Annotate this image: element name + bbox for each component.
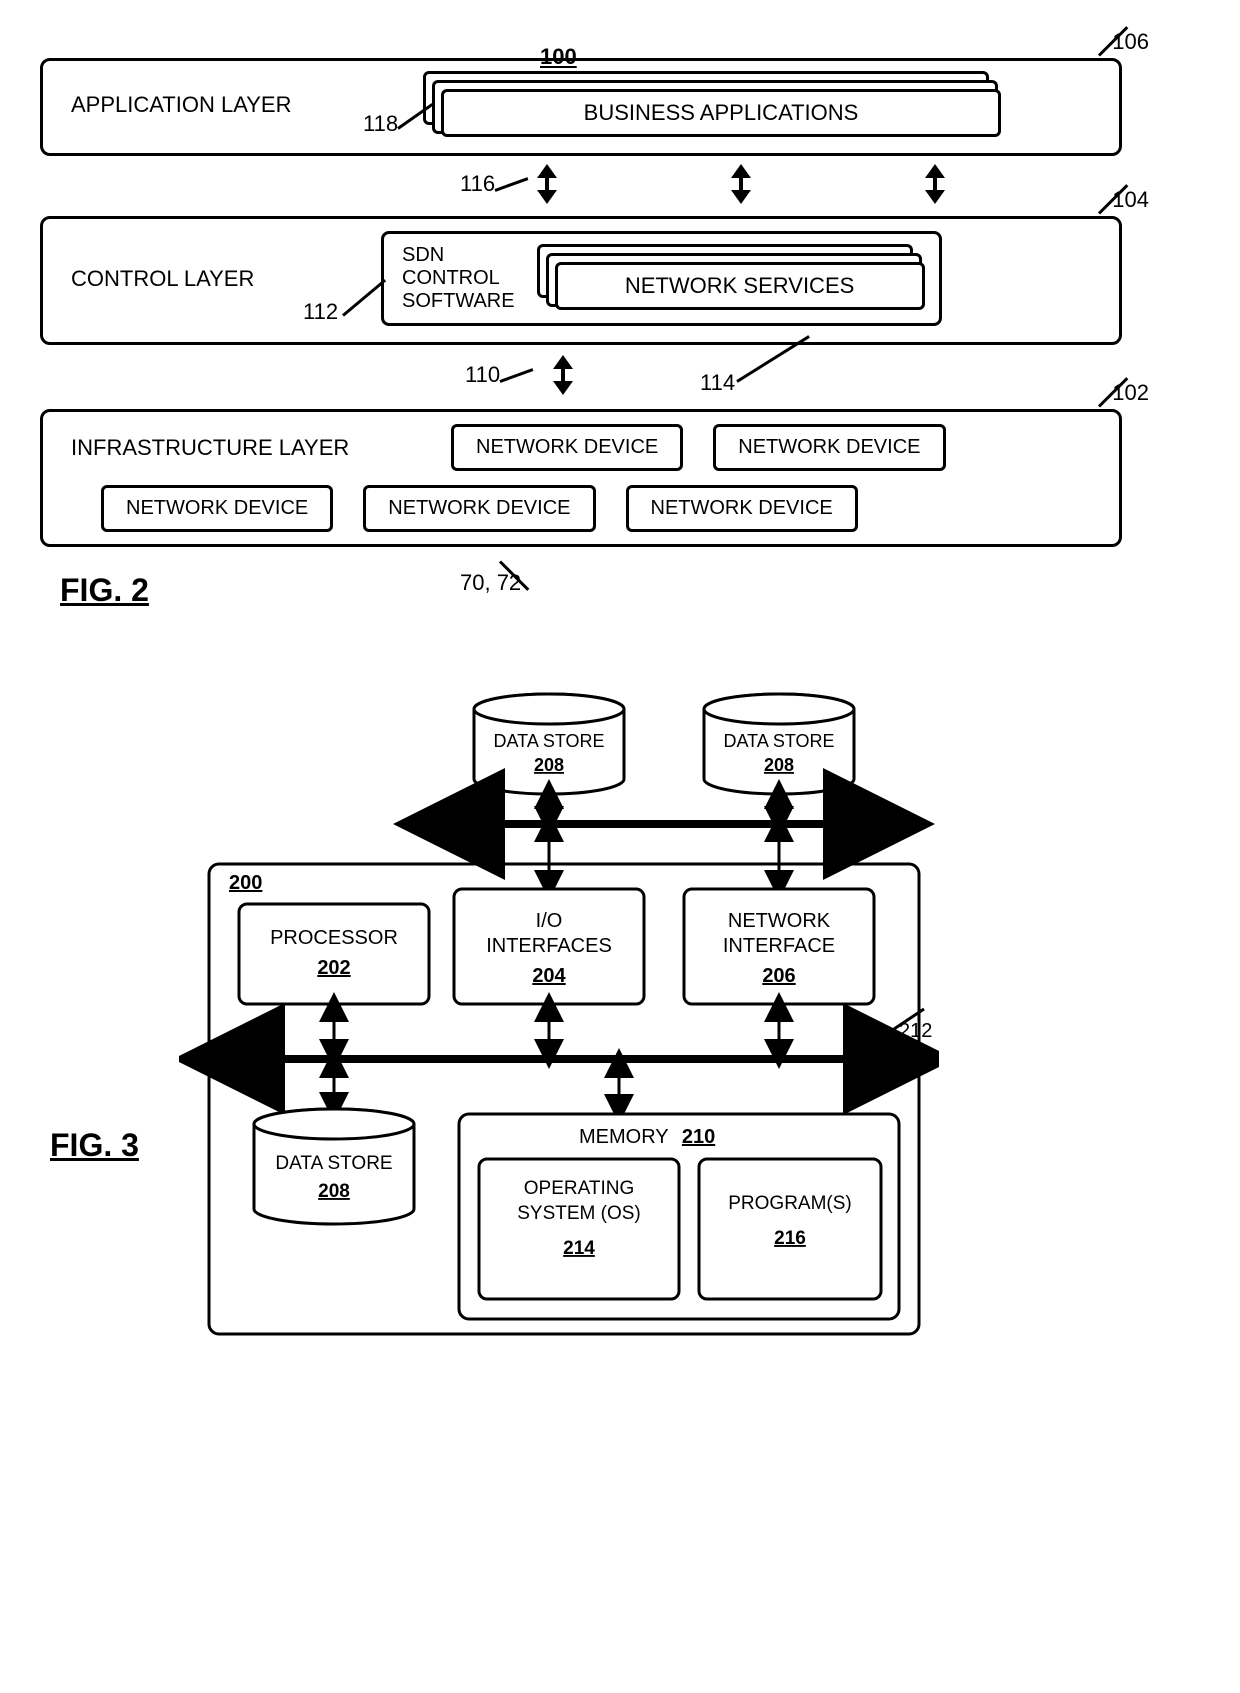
control-layer: CONTROL LAYER SDN CONTROL SOFTWARE NETWO… [40, 216, 1122, 345]
network-device-box: NETWORK DEVICE [363, 485, 595, 532]
memory-box: MEMORY 210 OPERATING SYSTEM (OS) 214 PRO… [459, 1114, 899, 1319]
business-apps-stack: BUSINESS APPLICATIONS [441, 89, 1001, 137]
ref-112: 112 [303, 299, 338, 325]
svg-text:208: 208 [534, 755, 564, 775]
network-device-box: NETWORK DEVICE [451, 424, 683, 471]
application-layer-title: APPLICATION LAYER [61, 92, 381, 118]
datastore-cyl-top-left: DATA STORE 208 [474, 694, 624, 794]
business-apps-label: BUSINESS APPLICATIONS [441, 89, 1001, 137]
svg-text:SYSTEM (OS): SYSTEM (OS) [517, 1203, 641, 1224]
svg-text:PROGRAM(S): PROGRAM(S) [728, 1193, 852, 1214]
ref-114: 114 [700, 370, 735, 396]
api-arrow-mid: 110 114 [40, 355, 1200, 405]
datastore-cyl-top-right: DATA STORE 208 [704, 694, 854, 794]
svg-text:DATA STORE: DATA STORE [493, 731, 604, 751]
processor-box: PROCESSOR 202 [239, 904, 429, 1004]
network-services-label: NETWORK SERVICES [555, 262, 925, 310]
application-layer: APPLICATION LAYER BUSINESS APPLICATIONS … [40, 58, 1122, 156]
network-device-box: NETWORK DEVICE [626, 485, 858, 532]
svg-text:DATA STORE: DATA STORE [723, 731, 834, 751]
svg-text:202: 202 [317, 957, 350, 979]
network-device-box: NETWORK DEVICE [713, 424, 945, 471]
network-services-stack: NETWORK SERVICES [555, 262, 925, 310]
api-arrows-top: 116 [40, 164, 1200, 214]
fig2: 100 APPLICATION LAYER BUSINESS APPLICATI… [40, 58, 1200, 547]
svg-text:PROCESSOR: PROCESSOR [270, 927, 398, 949]
infrastructure-layer: INFRASTRUCTURE LAYER NETWORK DEVICE NETW… [40, 409, 1122, 547]
ref-110: 110 [465, 362, 500, 388]
sdn-software-box: SDN CONTROL SOFTWARE NETWORK SERVICES [381, 231, 942, 326]
svg-text:MEMORY 210: MEMORY 210 [579, 1126, 715, 1148]
svg-text:216: 216 [774, 1228, 806, 1249]
netif-box: NETWORK INTERFACE 206 [684, 889, 874, 1004]
ref-116: 116 [460, 171, 495, 197]
svg-text:I/O: I/O [536, 910, 563, 932]
infrastructure-layer-title: INFRASTRUCTURE LAYER [61, 435, 421, 461]
control-layer-title: CONTROL LAYER [61, 266, 381, 292]
svg-text:OPERATING: OPERATING [524, 1178, 635, 1199]
os-box: OPERATING SYSTEM (OS) 214 [479, 1159, 679, 1299]
svg-text:208: 208 [764, 755, 794, 775]
io-box: I/O INTERFACES 204 [454, 889, 644, 1004]
fig3-label: FIG. 3 [50, 1127, 139, 1354]
programs-box: PROGRAM(S) 216 [699, 1159, 881, 1299]
svg-text:214: 214 [563, 1238, 595, 1259]
svg-text:DATA STORE: DATA STORE [275, 1153, 392, 1174]
svg-text:INTERFACE: INTERFACE [723, 935, 835, 957]
datastore-cyl-bottom: DATA STORE 208 [254, 1109, 414, 1224]
svg-text:204: 204 [532, 965, 566, 987]
network-device-box: NETWORK DEVICE [101, 485, 333, 532]
sdn-label: SDN CONTROL SOFTWARE [402, 244, 515, 313]
ref-118: 118 [363, 111, 398, 137]
svg-text:INTERFACES: INTERFACES [486, 935, 612, 957]
fig3-svg: DATA STORE 208 DATA STORE 208 200 PROCES… [179, 689, 939, 1349]
fig2-label: FIG. 2 [60, 572, 1200, 609]
ref-200: 200 [229, 872, 262, 894]
svg-text:206: 206 [762, 965, 795, 987]
svg-text:208: 208 [318, 1181, 350, 1202]
svg-text:NETWORK: NETWORK [728, 910, 831, 932]
fig3: FIG. 3 DATA STORE 208 [40, 689, 1200, 1354]
